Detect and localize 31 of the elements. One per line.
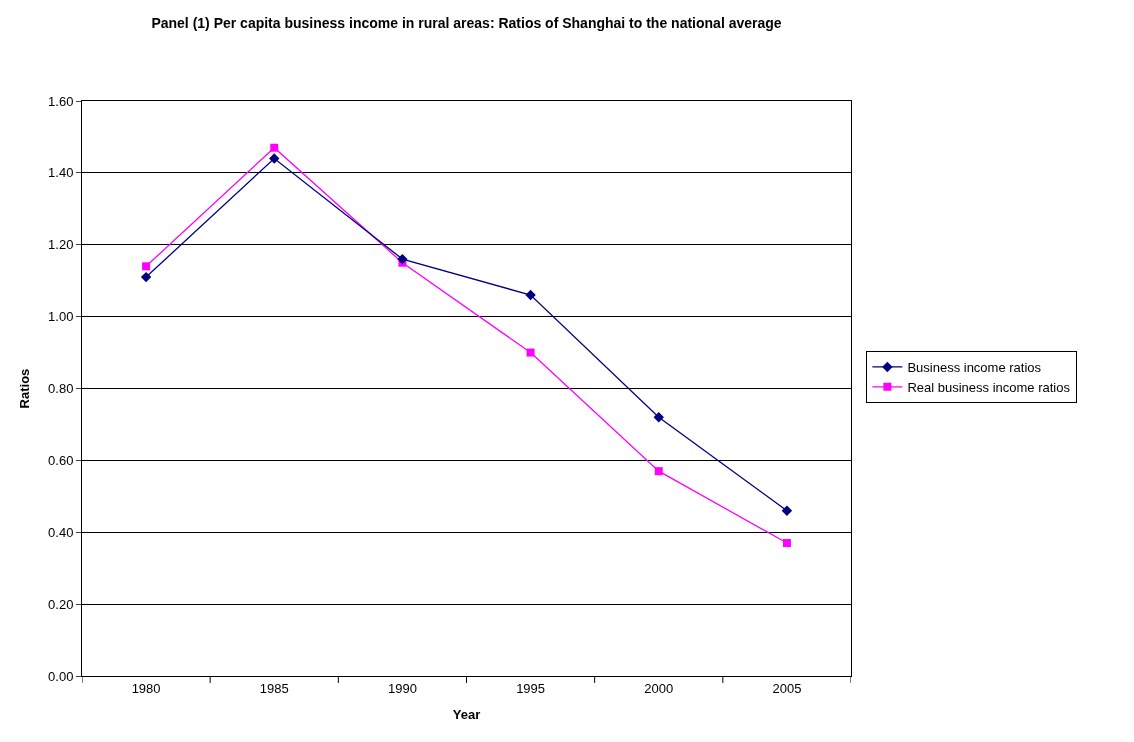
point (526, 348, 535, 357)
x-axis-title: Year (452, 707, 481, 723)
point (142, 262, 151, 271)
y-tick-label: 0.00 (48, 668, 74, 684)
y-tick-label: 1.40 (48, 165, 74, 181)
point (397, 253, 408, 265)
x-tick-label: 2005 (772, 680, 802, 696)
y-tick-label: 0.80 (48, 381, 74, 397)
y-tick-label: 1.20 (48, 237, 74, 253)
point (270, 143, 279, 152)
point (782, 539, 791, 548)
y-tick-label: 0.20 (48, 596, 74, 612)
legend-label: Business income ratios (907, 360, 1042, 376)
point (525, 289, 536, 301)
x-tick-label: 1985 (259, 680, 289, 696)
point (654, 467, 663, 476)
point (140, 271, 152, 283)
point (781, 505, 793, 516)
x-tick-label: 2000 (644, 680, 674, 696)
y-tick-label: 0.60 (48, 452, 74, 468)
point (269, 153, 280, 164)
y-tick-label: 1.00 (48, 309, 74, 325)
y-axis-title: Ratios (17, 368, 33, 409)
x-tick-label: 1995 (516, 680, 546, 696)
chart-title: Panel (1) Per capita business income in rural areas: Ratios of Shanghai to the national average (151, 15, 782, 32)
x-tick-label: 1990 (387, 680, 417, 696)
x-tick-label: 1980 (131, 680, 161, 696)
y-tick-label: 1.60 (48, 93, 74, 109)
legend-label: Real business income ratios (907, 379, 1071, 395)
y-tick-label: 0.40 (48, 524, 74, 540)
point (653, 412, 664, 423)
